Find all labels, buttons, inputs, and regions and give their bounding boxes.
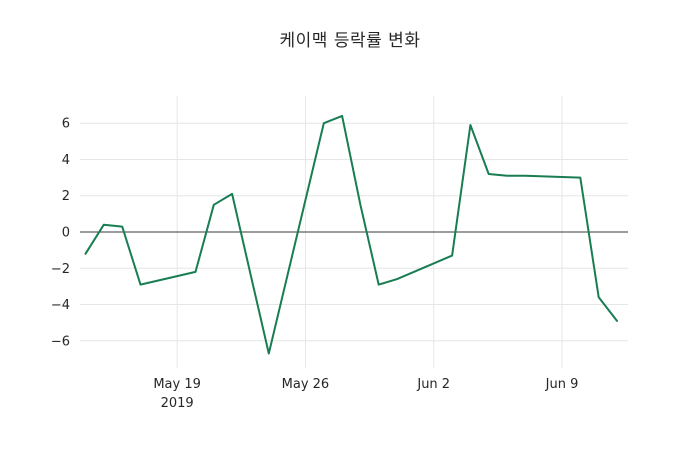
- data-line: [84, 114, 618, 355]
- y-tick-label: 0: [62, 226, 70, 241]
- y-tick-label: 4: [62, 153, 70, 168]
- x-tick-label: Jun 2: [416, 377, 450, 392]
- x-tick-label: May 19: [153, 377, 201, 392]
- y-tick-label: −4: [51, 298, 70, 313]
- x-tick-label: Jun 9: [545, 377, 579, 392]
- x-tick-label: May 26: [282, 377, 330, 392]
- chart-title: 케이맥 등락률 변화: [279, 31, 421, 51]
- y-tick-label: 2: [62, 189, 70, 204]
- y-tick-label: −2: [51, 262, 70, 277]
- y-tick-label: 6: [62, 117, 70, 132]
- x-tick-year-label: 2019: [161, 396, 194, 411]
- y-tick-label: −6: [51, 334, 70, 349]
